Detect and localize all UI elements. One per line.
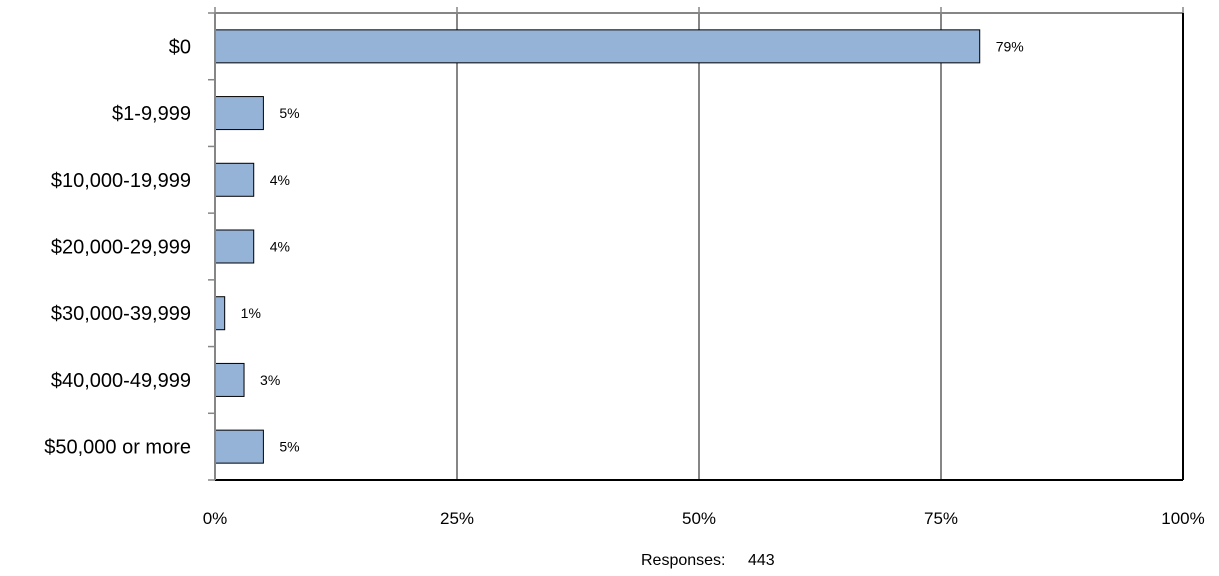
- data-label: 5%: [279, 439, 299, 455]
- category-label: $50,000 or more: [44, 437, 191, 459]
- bar: [214, 229, 255, 264]
- bars: [214, 29, 981, 464]
- data-label: 3%: [260, 372, 280, 388]
- responses-label: Responses:: [641, 552, 726, 569]
- category-labels: $0 $1-9,999 $10,000-19,999 $20,000-29,999 $3…: [44, 36, 191, 458]
- data-label: 4%: [270, 172, 290, 188]
- x-tick-label: 0%: [203, 509, 228, 528]
- x-tick-label: 50%: [682, 509, 716, 528]
- category-label: $30,000-39,999: [51, 303, 191, 325]
- bar: [214, 429, 264, 464]
- footer: Responses: 443: [641, 552, 775, 569]
- responses-value: 443: [748, 552, 775, 569]
- category-label: $20,000-29,999: [51, 237, 191, 259]
- bar: [214, 96, 264, 131]
- category-label: $1-9,999: [112, 103, 191, 125]
- gridlines: [456, 13, 942, 480]
- bar: [214, 362, 245, 397]
- x-tick-label: 100%: [1161, 509, 1204, 528]
- tick-labels: 0% 25% 50% 75% 100%: [203, 509, 1205, 528]
- axes: [208, 7, 1184, 481]
- data-label: 5%: [279, 105, 299, 121]
- bar: [214, 296, 226, 331]
- data-label: 4%: [270, 239, 290, 255]
- bar: [214, 162, 255, 197]
- x-tick-label: 75%: [924, 509, 958, 528]
- category-label: $0: [169, 36, 191, 58]
- category-label: $10,000-19,999: [51, 170, 191, 192]
- bar: [214, 29, 981, 64]
- category-label: $40,000-49,999: [51, 370, 191, 392]
- x-tick-label: 25%: [440, 509, 474, 528]
- data-label: 79%: [996, 38, 1024, 54]
- data-label: 1%: [241, 305, 261, 321]
- data-labels: 79% 5% 4% 4% 1% 3% 5%: [241, 38, 1024, 454]
